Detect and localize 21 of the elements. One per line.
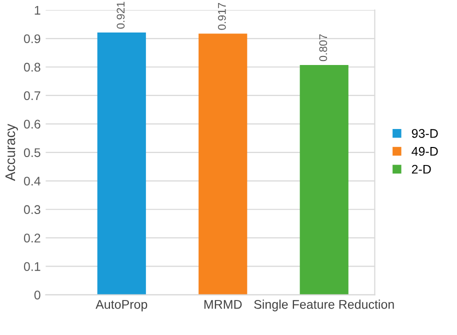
y-tick-label: 0.6 [24,120,40,129]
y-tick-label: 0.4 [24,176,40,186]
x-tick-label: AutoProp [96,300,148,312]
y-tick-label: 0.3 [24,205,40,214]
legend-label: 49-D [412,146,438,156]
y-tick-label: 0.7 [24,91,40,100]
y-tick-label: 1 [34,6,40,15]
y-tick-label: 0.8 [24,62,40,72]
y-tick-label: 0.2 [24,234,40,242]
legend-label: 2-D [412,164,431,174]
legend-label: 93-D [412,129,438,138]
y-tick-label: 0.1 [24,262,40,271]
data-label: 0.917 [218,3,226,30]
data-label: 0.921 [116,2,125,29]
x-tick-label: Single Feature Reduction [254,300,394,312]
y-axis-title: Accuracy [5,124,18,181]
y-tick-label: 0.9 [24,34,40,44]
data-label: 0.807 [319,34,328,62]
y-tick-label: 0.5 [24,148,40,158]
x-tick-label: MRMD [204,300,242,309]
y-tick-label: 0 [34,290,40,300]
